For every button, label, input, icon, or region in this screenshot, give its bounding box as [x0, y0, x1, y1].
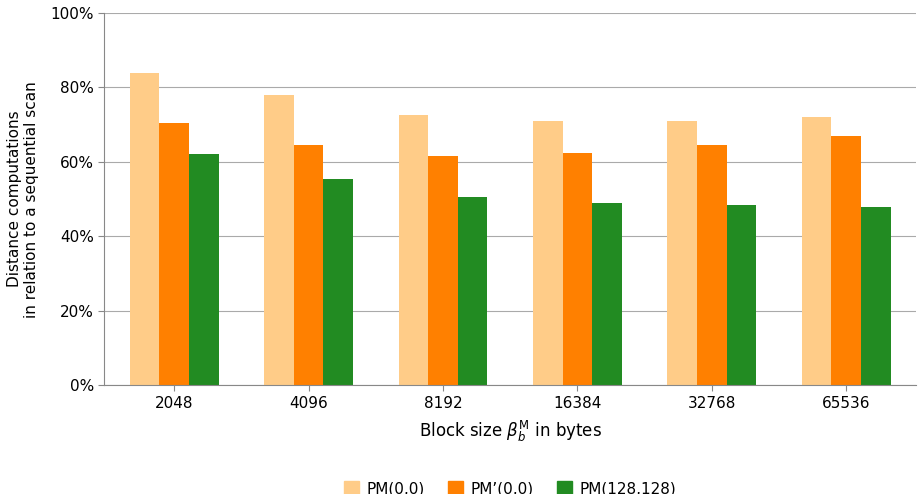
Bar — [832, 136, 861, 385]
Bar — [726, 205, 756, 385]
Bar — [160, 123, 189, 385]
X-axis label: Block size $\beta_b^\mathrm{M}$ in bytes: Block size $\beta_b^\mathrm{M}$ in bytes — [419, 419, 602, 444]
Bar — [861, 206, 891, 385]
Bar — [428, 156, 458, 385]
Bar — [593, 203, 622, 385]
Bar — [802, 117, 832, 385]
Legend: PM(0,0), PM’(0,0), PM(128,128): PM(0,0), PM’(0,0), PM(128,128) — [338, 475, 683, 494]
Bar — [458, 197, 487, 385]
Bar — [323, 179, 353, 385]
Bar — [399, 115, 428, 385]
Bar — [130, 73, 160, 385]
Bar — [563, 153, 593, 385]
Y-axis label: Distance computations
in relation to a sequential scan: Distance computations in relation to a s… — [7, 81, 40, 318]
Bar — [667, 121, 697, 385]
Bar — [189, 155, 219, 385]
Bar — [697, 145, 726, 385]
Bar — [533, 121, 563, 385]
Bar — [294, 145, 323, 385]
Bar — [264, 95, 294, 385]
